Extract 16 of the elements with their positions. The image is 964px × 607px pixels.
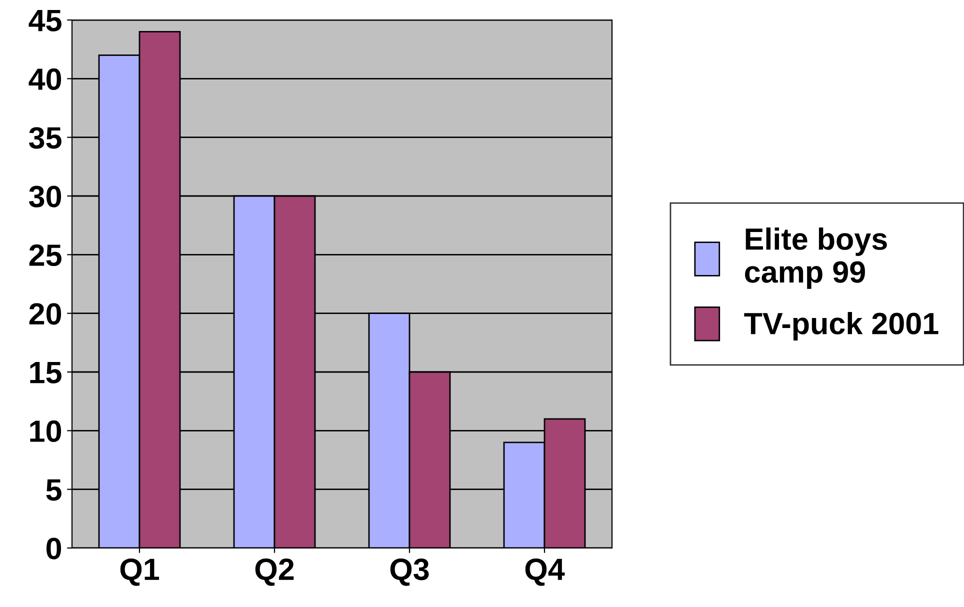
y-tick-label: 30 xyxy=(28,186,62,208)
x-tick-label: Q2 xyxy=(255,558,294,586)
y-tick-label: 40 xyxy=(28,68,62,90)
y-tick-label: 45 xyxy=(28,10,62,32)
legend-label: TV-puck 2001 xyxy=(744,312,938,340)
y-tick-label: 5 xyxy=(46,479,62,501)
x-tick-label: Q4 xyxy=(525,558,565,586)
y-tick-label: 10 xyxy=(30,420,62,442)
y-tick-label: 35 xyxy=(28,127,62,149)
legend-label: Elite boys camp 99 xyxy=(745,227,887,289)
y-tick-label: 20 xyxy=(29,303,62,325)
x-tick-label: Q1 xyxy=(120,558,160,586)
y-tick-label: 25 xyxy=(29,244,62,266)
y-tick-label: 0 xyxy=(46,538,62,560)
y-tick-label: 15 xyxy=(30,362,62,384)
x-tick-label: Q3 xyxy=(390,558,429,586)
